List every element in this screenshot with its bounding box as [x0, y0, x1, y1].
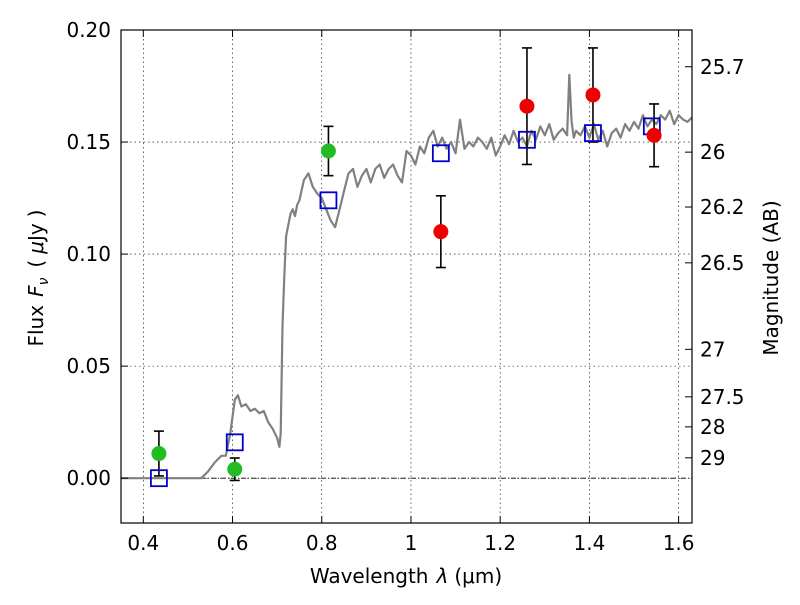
y-axis-right-title: Magnitude (AB) [759, 200, 783, 355]
x-tick-label: 1.6 [663, 531, 695, 555]
model-flux-square [584, 124, 602, 142]
x-tick-label: 1.4 [573, 531, 605, 555]
y-tick-label: 0.00 [66, 466, 111, 490]
y-tick-label: 0.15 [66, 130, 111, 154]
x-axis-title: Wavelength λ (μm) [310, 564, 502, 588]
x-tick-label: 0.4 [127, 531, 159, 555]
y-axis-title: FluxFν(μJy) [24, 209, 52, 346]
y-right-tick-label: 27 [700, 337, 725, 361]
ticks: 0.4 0.6 0.8 1 1.2 1.4 1.6 0.00 0.05 0.10 0.15 0.20 2… [66, 18, 744, 555]
observed-flux-point [433, 224, 449, 240]
y-tick-label: 0.10 [66, 242, 111, 266]
x-tick-label: 1 [405, 531, 418, 555]
x-tick-label: 0.8 [306, 531, 338, 555]
y-right-tick-label: 26 [700, 140, 725, 164]
y-right-tick-label: 25.7 [700, 55, 745, 79]
y-tick-label: 0.05 [66, 354, 111, 378]
y-right-tick-label: 29 [700, 446, 725, 470]
observed-flux-point [646, 127, 662, 143]
observed-flux-point [227, 461, 243, 477]
spectrum-line [121, 73, 693, 480]
observed-flux-point [585, 87, 601, 103]
y-right-tick-label: 28 [700, 415, 725, 439]
model-flux-square [319, 191, 338, 210]
x-tick-label: 0.6 [217, 531, 249, 555]
x-tick-label: 1.2 [484, 531, 516, 555]
y-right-tick-label: 26.2 [700, 195, 745, 219]
model-flux-square [150, 469, 168, 488]
plot-area [121, 47, 693, 488]
observed-flux-point [320, 143, 336, 159]
observed-flux-point [519, 98, 535, 114]
y-tick-label: 0.20 [66, 18, 111, 42]
model-flux-square [225, 433, 244, 452]
y-right-tick-label: 26.5 [700, 251, 745, 275]
model-flux-square [431, 144, 450, 163]
plot-frame [120, 29, 693, 524]
y-right-tick-label: 27.5 [700, 385, 745, 409]
model-flux-square [518, 130, 536, 149]
observed-flux-point [151, 446, 167, 462]
